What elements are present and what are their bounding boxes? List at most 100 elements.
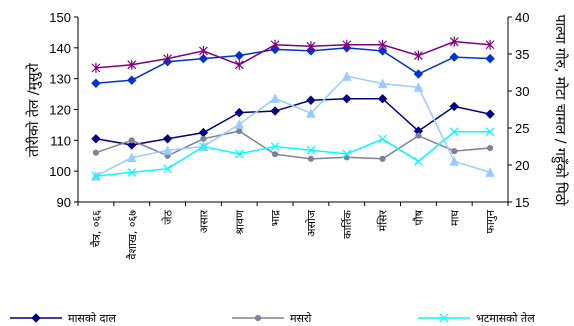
data-point (236, 127, 243, 135)
data-point (415, 132, 422, 139)
series-line (95, 40, 491, 69)
left-axis-title: तोरीको तेल /मुसुरो (25, 63, 42, 157)
data-point (413, 50, 423, 61)
data-point (126, 152, 137, 163)
data-point (163, 164, 173, 174)
left-axis-ticks: 90 100 110 120 130 140 150 (49, 10, 78, 210)
data-point (449, 101, 459, 112)
category-label: फागुन (484, 209, 497, 234)
data-point (31, 313, 41, 323)
data-point (91, 171, 101, 181)
data-point (127, 75, 137, 85)
right-tick-label: 25 (515, 121, 529, 136)
data-point (306, 41, 316, 52)
data-point (127, 140, 137, 150)
data-point (413, 82, 424, 92)
data-point (486, 144, 494, 152)
data-point (342, 39, 352, 50)
right-tick-label: 30 (515, 84, 529, 99)
legend-label: मसरो (290, 312, 312, 325)
series-1 (91, 43, 495, 88)
category-label: चैत्र, ०६६ (90, 210, 103, 247)
category-label: भाद्र (269, 210, 282, 227)
chart-axes (77, 17, 509, 203)
data-point (377, 78, 388, 89)
data-point (413, 156, 423, 166)
left-tick-label: 130 (49, 72, 71, 87)
data-point (163, 53, 173, 64)
data-point (413, 69, 424, 79)
data-point (439, 313, 449, 323)
left-tick-label: 110 (50, 133, 71, 148)
category-label: मंसिर (377, 210, 390, 232)
left-tick-label: 150 (49, 10, 71, 25)
data-point (91, 78, 101, 88)
right-tick-label: 40 (515, 10, 529, 25)
right-axis-ticks: 15 20 25 30 35 40 (508, 10, 529, 210)
series-line (95, 130, 491, 177)
right-axis-title: पाल्पा गोरु, मोटा चामल / गहुँको पिठो (551, 14, 569, 205)
data-point (234, 119, 245, 129)
series-3 (91, 94, 495, 150)
series-lines (91, 36, 495, 181)
category-label: पौष (412, 209, 425, 225)
data-point (341, 71, 352, 81)
data-point (92, 149, 100, 156)
category-label: कार्तिक (341, 209, 354, 238)
data-point (449, 36, 459, 47)
data-point (449, 52, 459, 62)
right-tick-label: 15 (515, 195, 529, 210)
data-point (162, 145, 173, 155)
category-label: श्रावण (233, 209, 246, 235)
series-line (95, 75, 491, 177)
data-point (198, 45, 208, 56)
data-point (234, 149, 244, 159)
series-6 (91, 127, 495, 181)
data-point (485, 53, 495, 64)
right-tick-label: 20 (515, 158, 529, 173)
category-label: असोज (305, 209, 318, 237)
legend-label: भटमासको तेल (476, 312, 535, 325)
category-label: माघ (448, 210, 461, 226)
series-line (95, 47, 491, 85)
data-point (271, 151, 279, 158)
data-point (270, 39, 280, 50)
data-point (198, 142, 208, 151)
data-point (378, 39, 388, 50)
data-point (485, 109, 495, 119)
series-5 (91, 71, 495, 181)
data-point (451, 148, 458, 155)
data-point (91, 62, 101, 73)
data-point (127, 167, 137, 177)
category-labels: चैत्र, ०६६ वैशाख, ०६७ जेठ असार श्रावण भाद्र अस… (77, 202, 509, 260)
data-point (162, 134, 173, 144)
legend-item: भटमासको तेल (418, 312, 535, 325)
data-point (270, 106, 280, 116)
legend-item: मासको दाल (10, 312, 116, 325)
data-point (306, 108, 316, 118)
data-point (200, 135, 207, 142)
data-point (198, 127, 209, 138)
data-point (91, 134, 101, 144)
data-point (449, 127, 459, 137)
series-line (95, 130, 491, 160)
data-point (270, 142, 280, 151)
data-point (307, 155, 315, 162)
data-point (377, 46, 388, 56)
category-label: जेठ (162, 209, 175, 224)
legend-item: मसरो (232, 312, 312, 325)
data-point (254, 314, 262, 322)
data-point (449, 156, 460, 166)
right-tick-label: 35 (515, 47, 529, 62)
series-4 (92, 127, 494, 162)
data-point (306, 95, 316, 105)
legend: मासको दाल मसरो भटमासको तेल (10, 312, 535, 325)
data-point (128, 137, 135, 144)
left-tick-label: 90 (57, 195, 71, 210)
legend-label: मासको दाल (68, 312, 116, 325)
data-point (234, 107, 244, 118)
data-point (342, 94, 352, 104)
data-point (306, 145, 316, 155)
data-point (234, 50, 244, 61)
